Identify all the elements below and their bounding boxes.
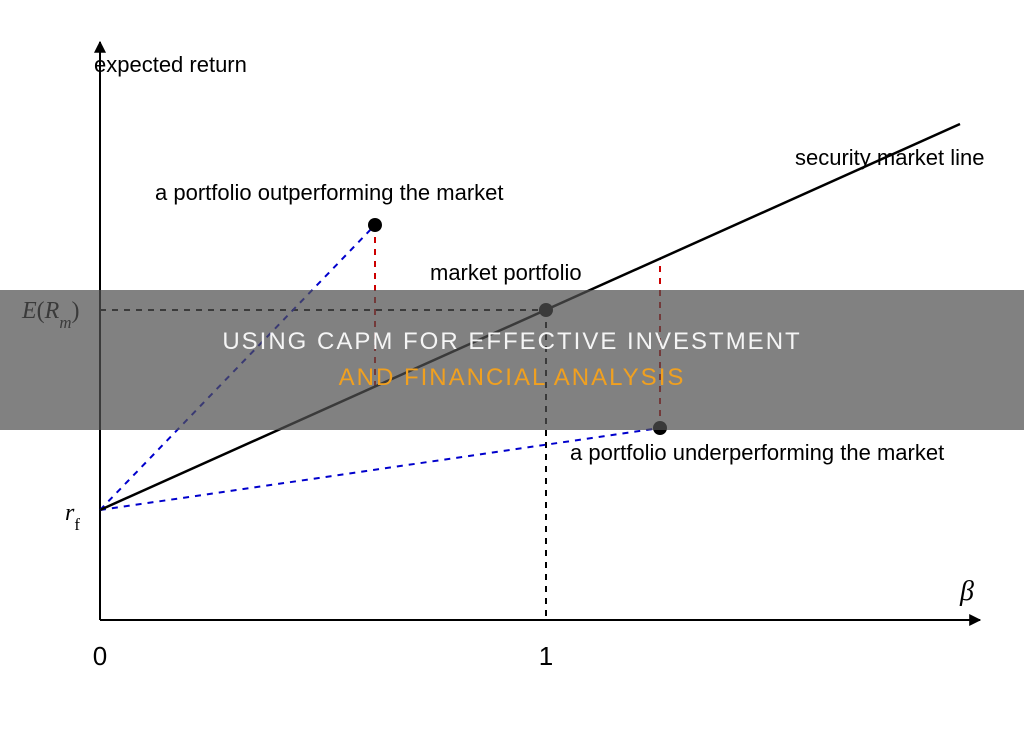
x-axis-label: β [959, 576, 974, 607]
underperform-label: a portfolio underperforming the market [570, 440, 944, 465]
sml-label: security market line [795, 145, 985, 170]
y-axis-label: expected return [94, 52, 247, 77]
overlay-line-1: USING CAPM FOR EFFECTIVE INVESTMENT [222, 324, 801, 360]
market-portfolio-label: market portfolio [430, 260, 582, 285]
chart-stage: expected returnβ01rfE(Rm)security market… [0, 0, 1024, 731]
overlay-line-2: AND FINANCIAL ANALYSIS [339, 360, 686, 396]
rf-label: rf [65, 500, 80, 534]
x-tick-1: 1 [539, 641, 553, 671]
outperform-label: a portfolio outperforming the market [155, 180, 504, 205]
title-overlay: USING CAPM FOR EFFECTIVE INVESTMENT AND … [0, 290, 1024, 430]
x-tick-0: 0 [93, 641, 107, 671]
outperform-point [368, 218, 382, 232]
